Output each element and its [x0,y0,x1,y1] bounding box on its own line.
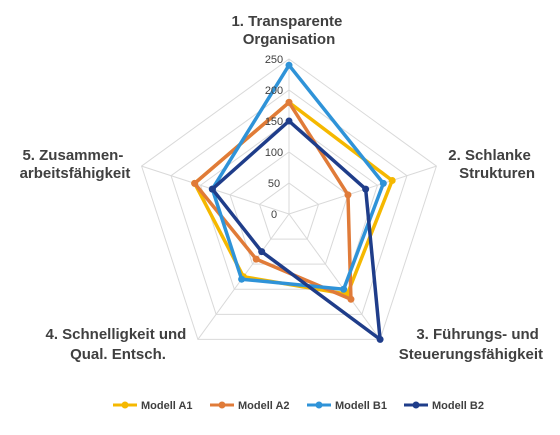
data-point [238,275,246,283]
data-point [258,248,266,256]
axis-label-3: 3. Führungs- und Steuerungsfähigkeit [399,326,543,363]
legend-label: Modell B1 [335,400,387,412]
grid-ring [199,120,379,290]
legend-item: Modell B2 [404,400,484,412]
tick-label: 50 [268,178,280,190]
legend-item: Modell A1 [113,400,193,412]
legend-marker [218,401,226,409]
legend-marker [121,401,129,409]
data-point [347,295,355,303]
axis-labels: 1. Transparente Organisation 2. Schlanke… [20,13,543,363]
series-line [192,100,394,297]
data-point [344,191,352,199]
axis-label-1: 1. Transparente Organisation [231,13,346,48]
legend-label: Modell B2 [432,400,484,412]
tick-label: 250 [265,54,283,66]
series-line [210,63,386,291]
legend-label: Modell A2 [238,400,290,412]
grid-ring [140,58,438,340]
data-point [191,179,199,187]
grid-ring [170,89,408,315]
axis-label-2: 2. Schlanke Strukturen [448,147,535,182]
series-modell-b2 [208,117,384,343]
legend-marker [412,401,420,409]
series-line [210,119,382,342]
data-point [379,179,387,187]
tick-label: 200 [265,85,283,97]
data-point [285,98,293,106]
legend-item: Modell A2 [210,400,290,412]
legend-marker [315,401,323,409]
series-modell-a2 [191,98,355,303]
tick-label: 150 [265,116,283,128]
axis-label-4: 4. Schnelligkeit und Qual. Entsch. [45,326,190,363]
legend-label: Modell A1 [141,400,193,412]
radar-series [191,61,396,343]
data-point [340,285,348,293]
data-point [208,185,216,193]
axis-label-5: 5. Zusammen- arbeitsfähigkeit [20,147,131,182]
tick-label: 0 [271,209,277,221]
legend: Modell A1 Modell A2 Modell B1 Modell B2 [113,400,484,412]
data-point [285,117,293,125]
data-point [285,61,293,69]
data-point [252,255,260,263]
data-point [376,335,384,343]
data-point [388,176,396,184]
radial-tick-labels: 0 50 100 150 200 250 [265,54,283,221]
grid-ring [258,182,320,240]
grid-spoke [288,213,381,340]
grid-ring [229,151,349,265]
data-point [362,185,370,193]
legend-item: Modell B1 [307,400,387,412]
tick-label: 100 [265,147,283,159]
series-line [192,100,353,302]
